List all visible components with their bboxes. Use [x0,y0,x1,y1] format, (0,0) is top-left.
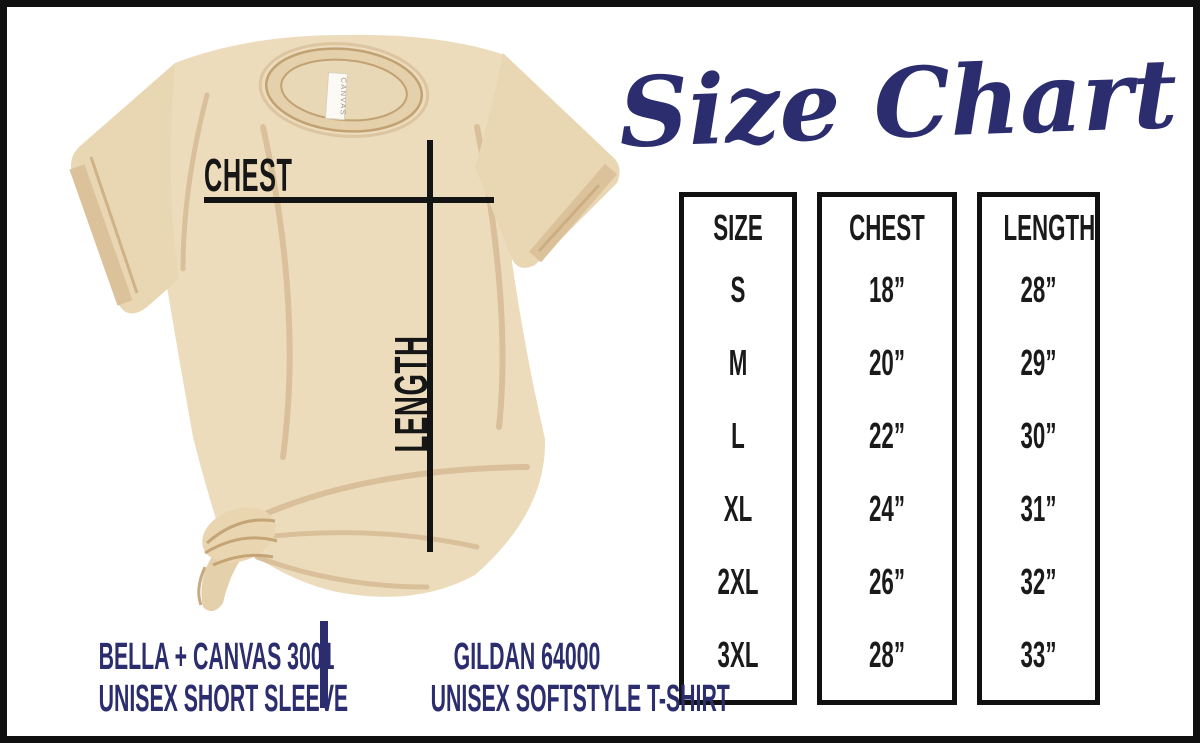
tshirt-left-sleeve [71,63,179,314]
chest-cell: 20” [869,341,905,383]
tshirt-mockup: CANVAS [69,34,620,612]
right-product-line2: UNISEX SOFTSTYLE T-SHIRT [430,678,730,720]
knot-twists [197,518,278,606]
tshirt-body [166,34,546,597]
length-cell: 29” [1020,341,1057,383]
right-product-caption: GILDAN 64000 UNISEX SOFTSTYLE T-SHIRT [355,636,730,720]
length-cell: 28” [1020,268,1057,310]
length-cell: 30” [1020,414,1057,456]
length-cell: 32” [1020,561,1057,603]
length-cell: 33” [1020,634,1057,676]
chest-measure-line [204,197,494,203]
column-header-size: SIZE [713,207,763,248]
length-measure-line [427,140,433,552]
left-cuff [69,164,133,306]
page-title: Size Chart [617,37,1179,170]
size-cell: XL [723,488,753,530]
size-table-column-length: LENGTH 28” 29” 30” 31” 32” 33” [977,192,1100,705]
size-cell: L [731,414,745,456]
left-product-line1: BELLA + CANVAS 3001 [98,636,335,678]
length-cell: 31” [1020,488,1057,530]
size-cell: S [730,268,746,310]
size-table: SIZE S M L XL 2XL 3XL CHEST 18” 20” 22” … [679,192,1100,705]
chest-cell: 22” [869,414,905,456]
size-table-column-chest: CHEST 18” 20” 22” 24” 26” 28” [817,192,957,705]
collar-tag: CANVAS [324,71,349,121]
length-measurement-label: LENGTH [385,335,437,453]
chest-cell: 24” [869,488,905,530]
left-product-line2: UNISEX SHORT SLEEVE [98,678,349,720]
size-cell: M [728,341,748,383]
knot-tail [201,555,241,612]
size-cell: 2XL [717,561,759,603]
collar-tag-label: CANVAS [339,77,349,116]
column-header-chest: CHEST [849,207,925,248]
right-cuff-edge [537,183,601,253]
chest-cell: 26” [869,561,905,603]
right-product-line1: GILDAN 64000 [453,636,601,678]
tshirt-right-sleeve [475,53,620,268]
left-product-caption: BELLA + CANVAS 3001 UNISEX SHORT SLEEVE [37,636,349,720]
left-cuff-edge [89,156,139,294]
chest-cell: 28” [869,634,905,676]
column-header-length: LENGTH [1003,207,1096,248]
chest-measurement-label: CHEST [204,149,293,201]
caption-divider [320,621,328,708]
size-table-column-size: SIZE S M L XL 2XL 3XL [679,192,797,705]
size-cell: 3XL [717,634,759,676]
chest-cell: 18” [869,268,905,310]
